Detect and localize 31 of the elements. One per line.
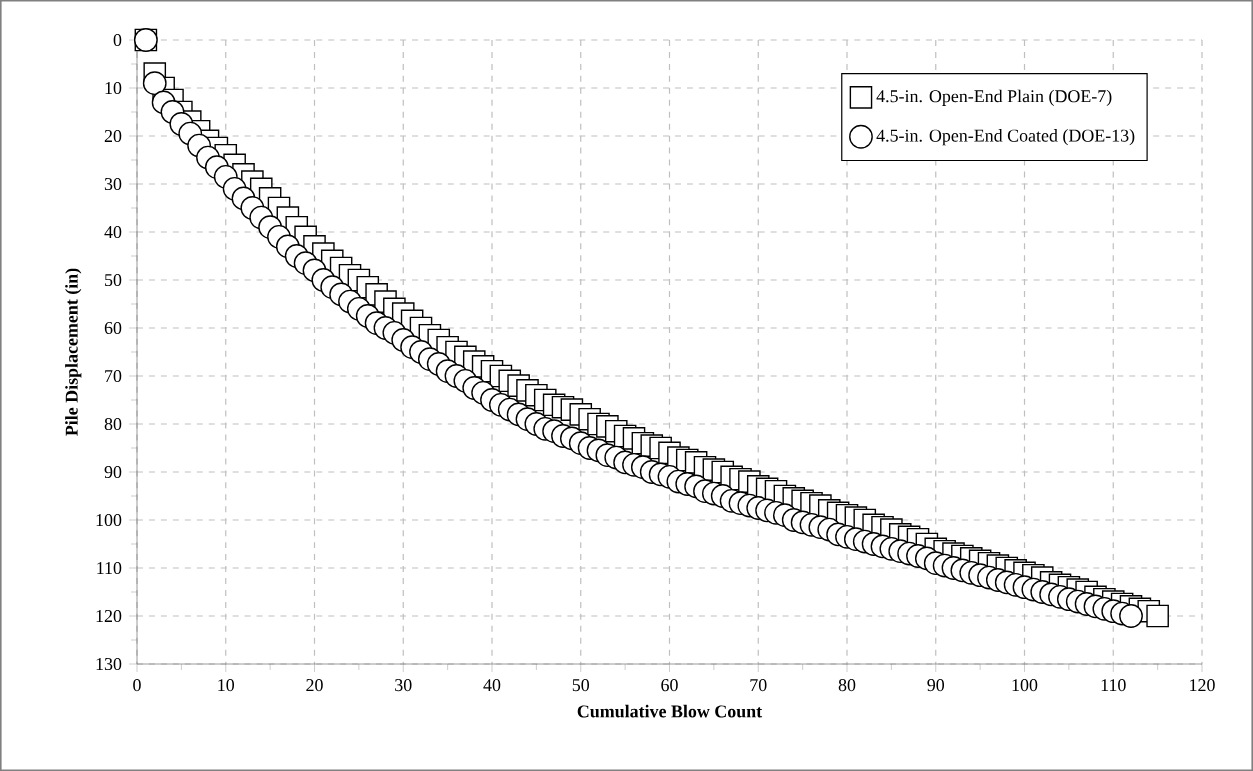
- y-tick-label: 90: [104, 465, 122, 479]
- x-tick-label: 30: [395, 679, 412, 692]
- y-tick-label: 30: [104, 177, 122, 191]
- y-tick-label: 100: [96, 513, 122, 527]
- x-tick-label: 120: [1190, 679, 1215, 692]
- x-tick-label: 80: [838, 679, 856, 692]
- x-tick-label: 40: [483, 679, 501, 692]
- y-tick-label: 10: [105, 81, 122, 95]
- y-tick-label: 110: [97, 561, 122, 575]
- x-tick-label: 0: [133, 679, 141, 692]
- y-axis-title: Pile Displacement (in): [65, 268, 82, 436]
- x-tick-label: 110: [1101, 679, 1126, 692]
- y-tick-label: 60: [104, 321, 122, 335]
- y-tick-label: 120: [96, 609, 122, 623]
- x-tick-label: 60: [661, 679, 678, 692]
- x-tick-label: 70: [750, 679, 767, 692]
- y-tick-label: 70: [105, 369, 122, 383]
- y-tick-label: 80: [104, 417, 122, 431]
- y-tick-label: 130: [96, 657, 122, 671]
- x-tick-label: 10: [218, 679, 235, 692]
- x-axis-title: Cumulative Blow Count: [577, 704, 763, 718]
- x-tick-label: 20: [306, 679, 323, 692]
- y-tick-label: 0: [113, 33, 122, 47]
- x-tick-label: 90: [927, 679, 945, 692]
- y-tick-label: 20: [104, 129, 122, 143]
- x-tick-label: 50: [572, 679, 590, 692]
- y-tick-label: 50: [105, 273, 122, 287]
- legend-label: 4.5-in. Open-End Coated (DOE-13): [876, 129, 1135, 146]
- legend-label: 4.5-in. Open-End Plain (DOE-7): [876, 89, 1112, 106]
- x-tick-label: 100: [1012, 679, 1038, 692]
- y-tick-label: 40: [104, 225, 122, 239]
